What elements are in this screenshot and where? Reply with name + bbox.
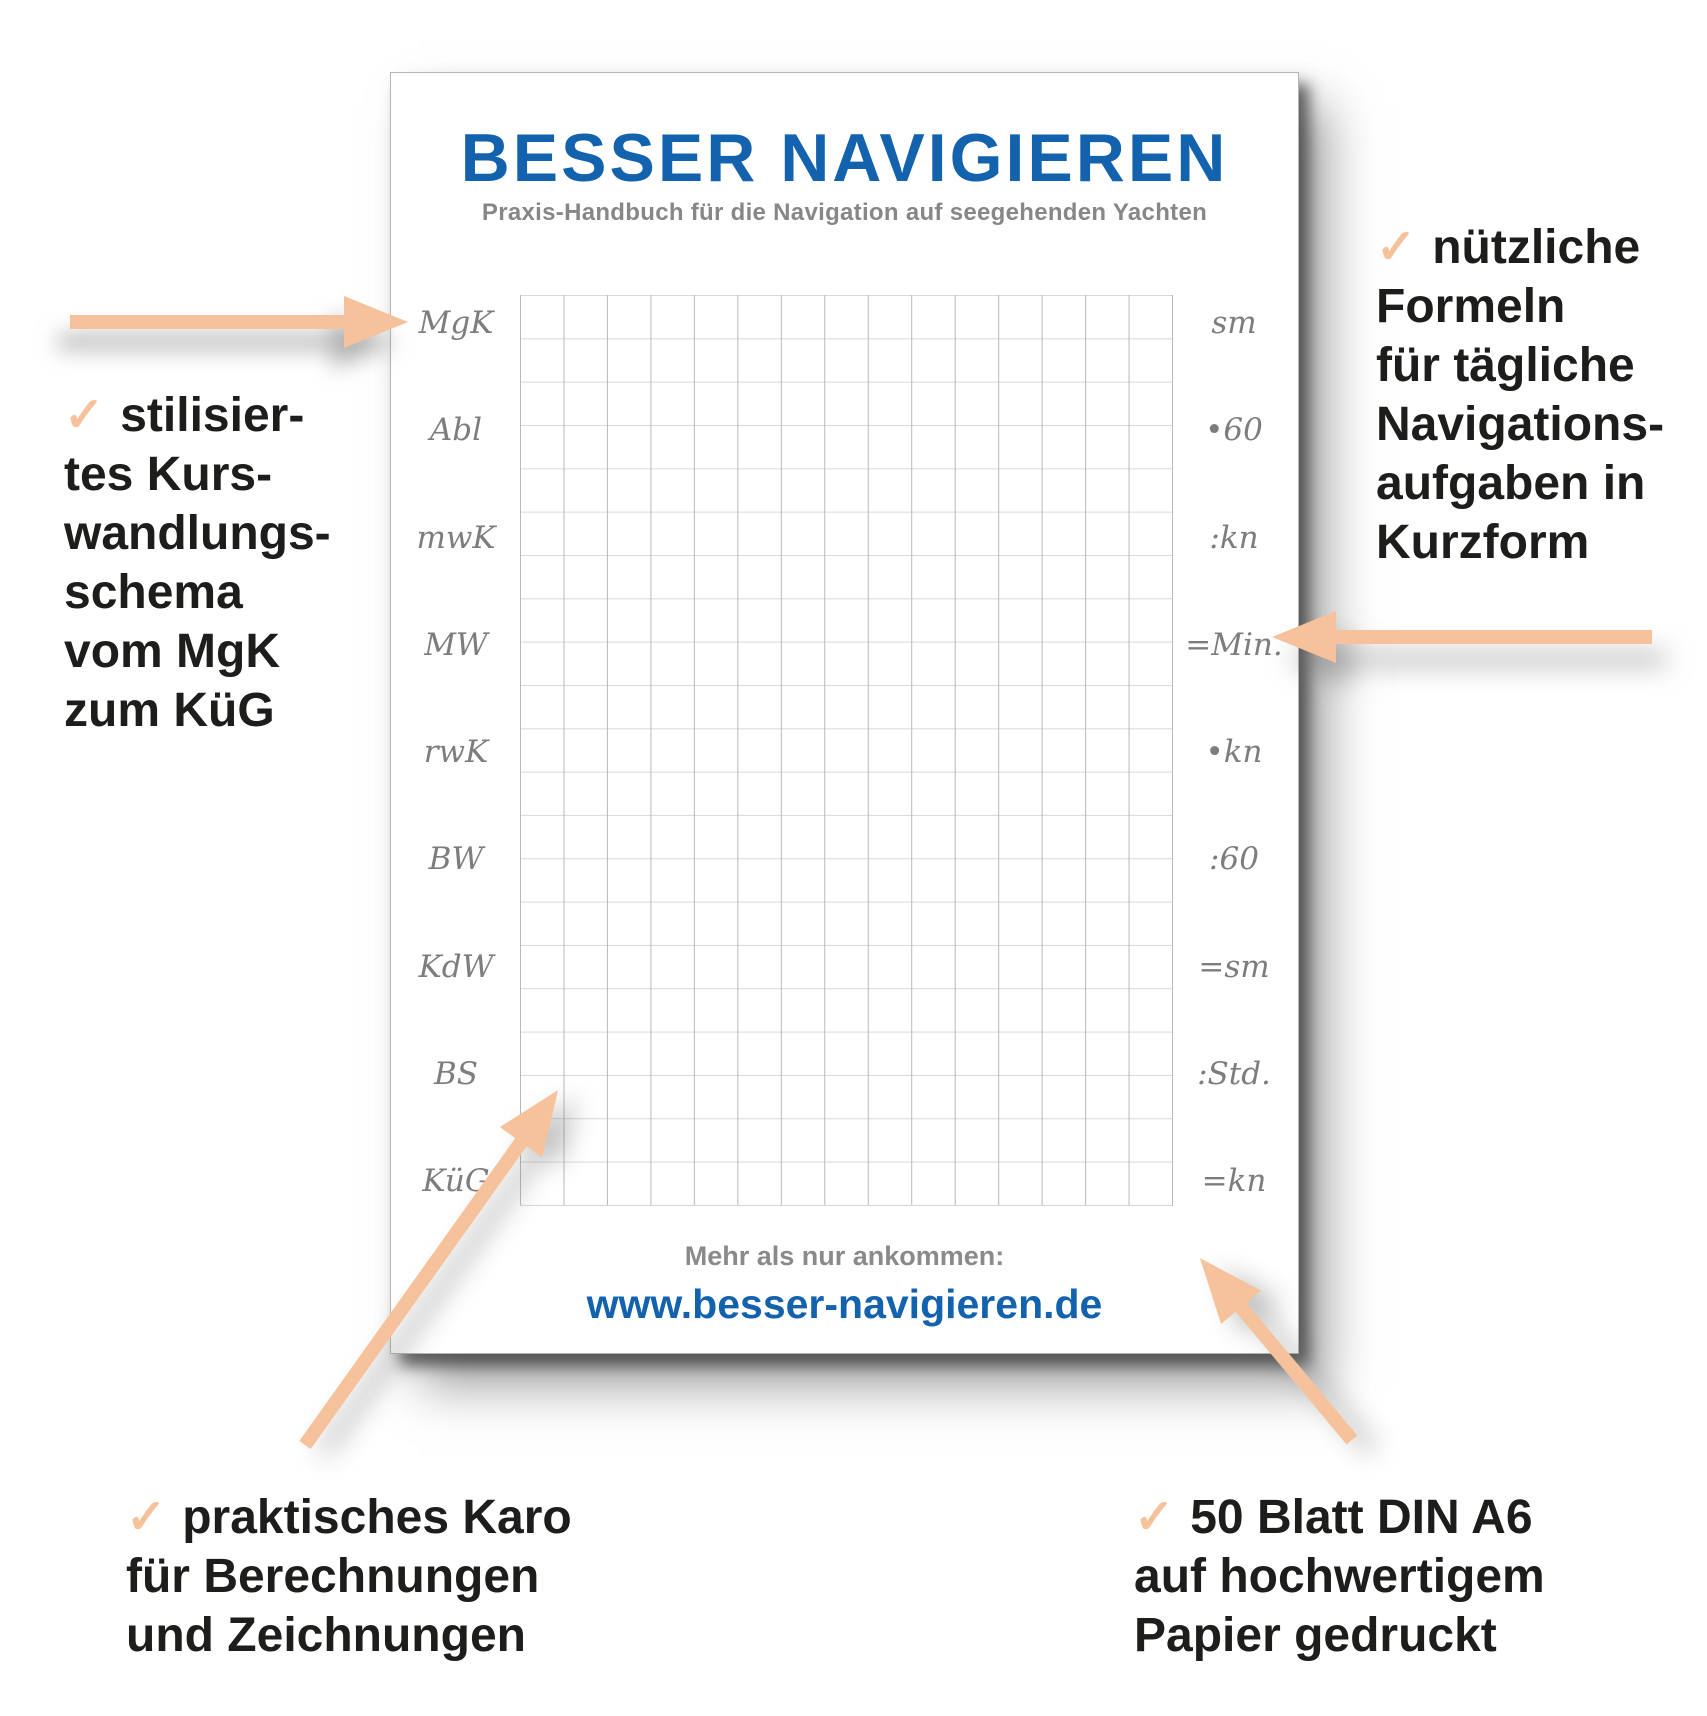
- formula-label: :60: [1209, 841, 1259, 878]
- note-course-schema: ✓ stilisier- tes Kurs- wandlungs- schema …: [64, 386, 331, 740]
- note-text: stilisier-: [120, 389, 305, 442]
- course-conversion-labels: MgK Abl mwK MW rwK BW KdW BS KüG: [401, 303, 511, 1201]
- course-label: MW: [424, 626, 488, 663]
- course-label: KdW: [418, 948, 494, 985]
- formula-labels: sm •60 :kn =Min. •kn :60 =sm :Std. =kn: [1179, 303, 1289, 1201]
- course-label: mwK: [416, 519, 496, 556]
- arrow-to-pad-corner-icon: [1199, 1258, 1589, 1466]
- note-line: auf hochwertigem: [1134, 1550, 1545, 1603]
- note-text: praktisches Karo: [182, 1491, 572, 1544]
- note-line: und Zeichnungen: [126, 1609, 526, 1662]
- formula-label: =kn: [1201, 1163, 1267, 1199]
- note-line: Formeln: [1376, 280, 1566, 333]
- arrow-to-mgk-icon: [70, 296, 408, 348]
- note-line: ✓ stilisier-: [64, 386, 331, 445]
- course-label: Abl: [429, 412, 483, 449]
- note-line: Navigations-: [1376, 398, 1665, 451]
- footer-tagline: Mehr als nur ankommen:: [684, 1241, 1005, 1271]
- check-icon: ✓: [1376, 221, 1417, 274]
- note-line: zum KüG: [64, 684, 275, 737]
- brand-subtitle: Praxis-Handbuch für die Navigation auf s…: [481, 199, 1208, 226]
- course-label: BW: [428, 841, 484, 878]
- note-line: Kurzform: [1376, 516, 1590, 569]
- course-label: rwK: [423, 734, 489, 770]
- note-line: für Berechnungen: [126, 1550, 540, 1603]
- course-label: BS: [433, 1055, 479, 1092]
- formula-label: :kn: [1209, 519, 1259, 556]
- formula-label: =Min.: [1185, 626, 1283, 663]
- brand-title: BESSER NAVIGIEREN: [460, 120, 1229, 196]
- note-line: ✓ praktisches Karo: [126, 1488, 572, 1547]
- squared-grid: [520, 295, 1173, 1206]
- formula-label: •kn: [1205, 734, 1263, 770]
- note-text: 50 Blatt DIN A6: [1190, 1491, 1533, 1544]
- note-line: ✓ 50 Blatt DIN A6: [1134, 1488, 1545, 1547]
- formula-label: :Std.: [1197, 1055, 1271, 1092]
- note-grid-paper: ✓ praktisches Karo für Berechnungen und Z…: [126, 1488, 572, 1665]
- note-line: aufgaben in: [1376, 457, 1646, 510]
- formula-label: =sm: [1198, 948, 1270, 985]
- note-paper-quality: ✓ 50 Blatt DIN A6 auf hochwertigem Papier…: [1134, 1488, 1545, 1665]
- footer-url: www.besser-navigieren.de: [586, 1281, 1103, 1327]
- note-line: wandlungs-: [64, 507, 331, 560]
- check-icon: ✓: [64, 389, 105, 442]
- course-label: MgK: [418, 305, 494, 341]
- note-line: für tägliche: [1376, 339, 1635, 392]
- formula-label: sm: [1211, 305, 1257, 341]
- arrow-to-grid-icon: [299, 1090, 741, 1471]
- note-formulas: ✓ nützliche Formeln für tägliche Navigati…: [1376, 218, 1664, 572]
- arrow-to-formula-icon: [1272, 611, 1652, 663]
- note-line: vom MgK: [64, 625, 280, 678]
- check-icon: ✓: [126, 1491, 167, 1544]
- formula-label: •60: [1205, 412, 1263, 449]
- note-line: tes Kurs-: [64, 448, 273, 501]
- check-icon: ✓: [1134, 1491, 1175, 1544]
- note-line: Papier gedruckt: [1134, 1609, 1497, 1662]
- note-text: nützliche: [1432, 221, 1641, 274]
- note-line: ✓ nützliche: [1376, 218, 1664, 277]
- note-line: schema: [64, 566, 243, 619]
